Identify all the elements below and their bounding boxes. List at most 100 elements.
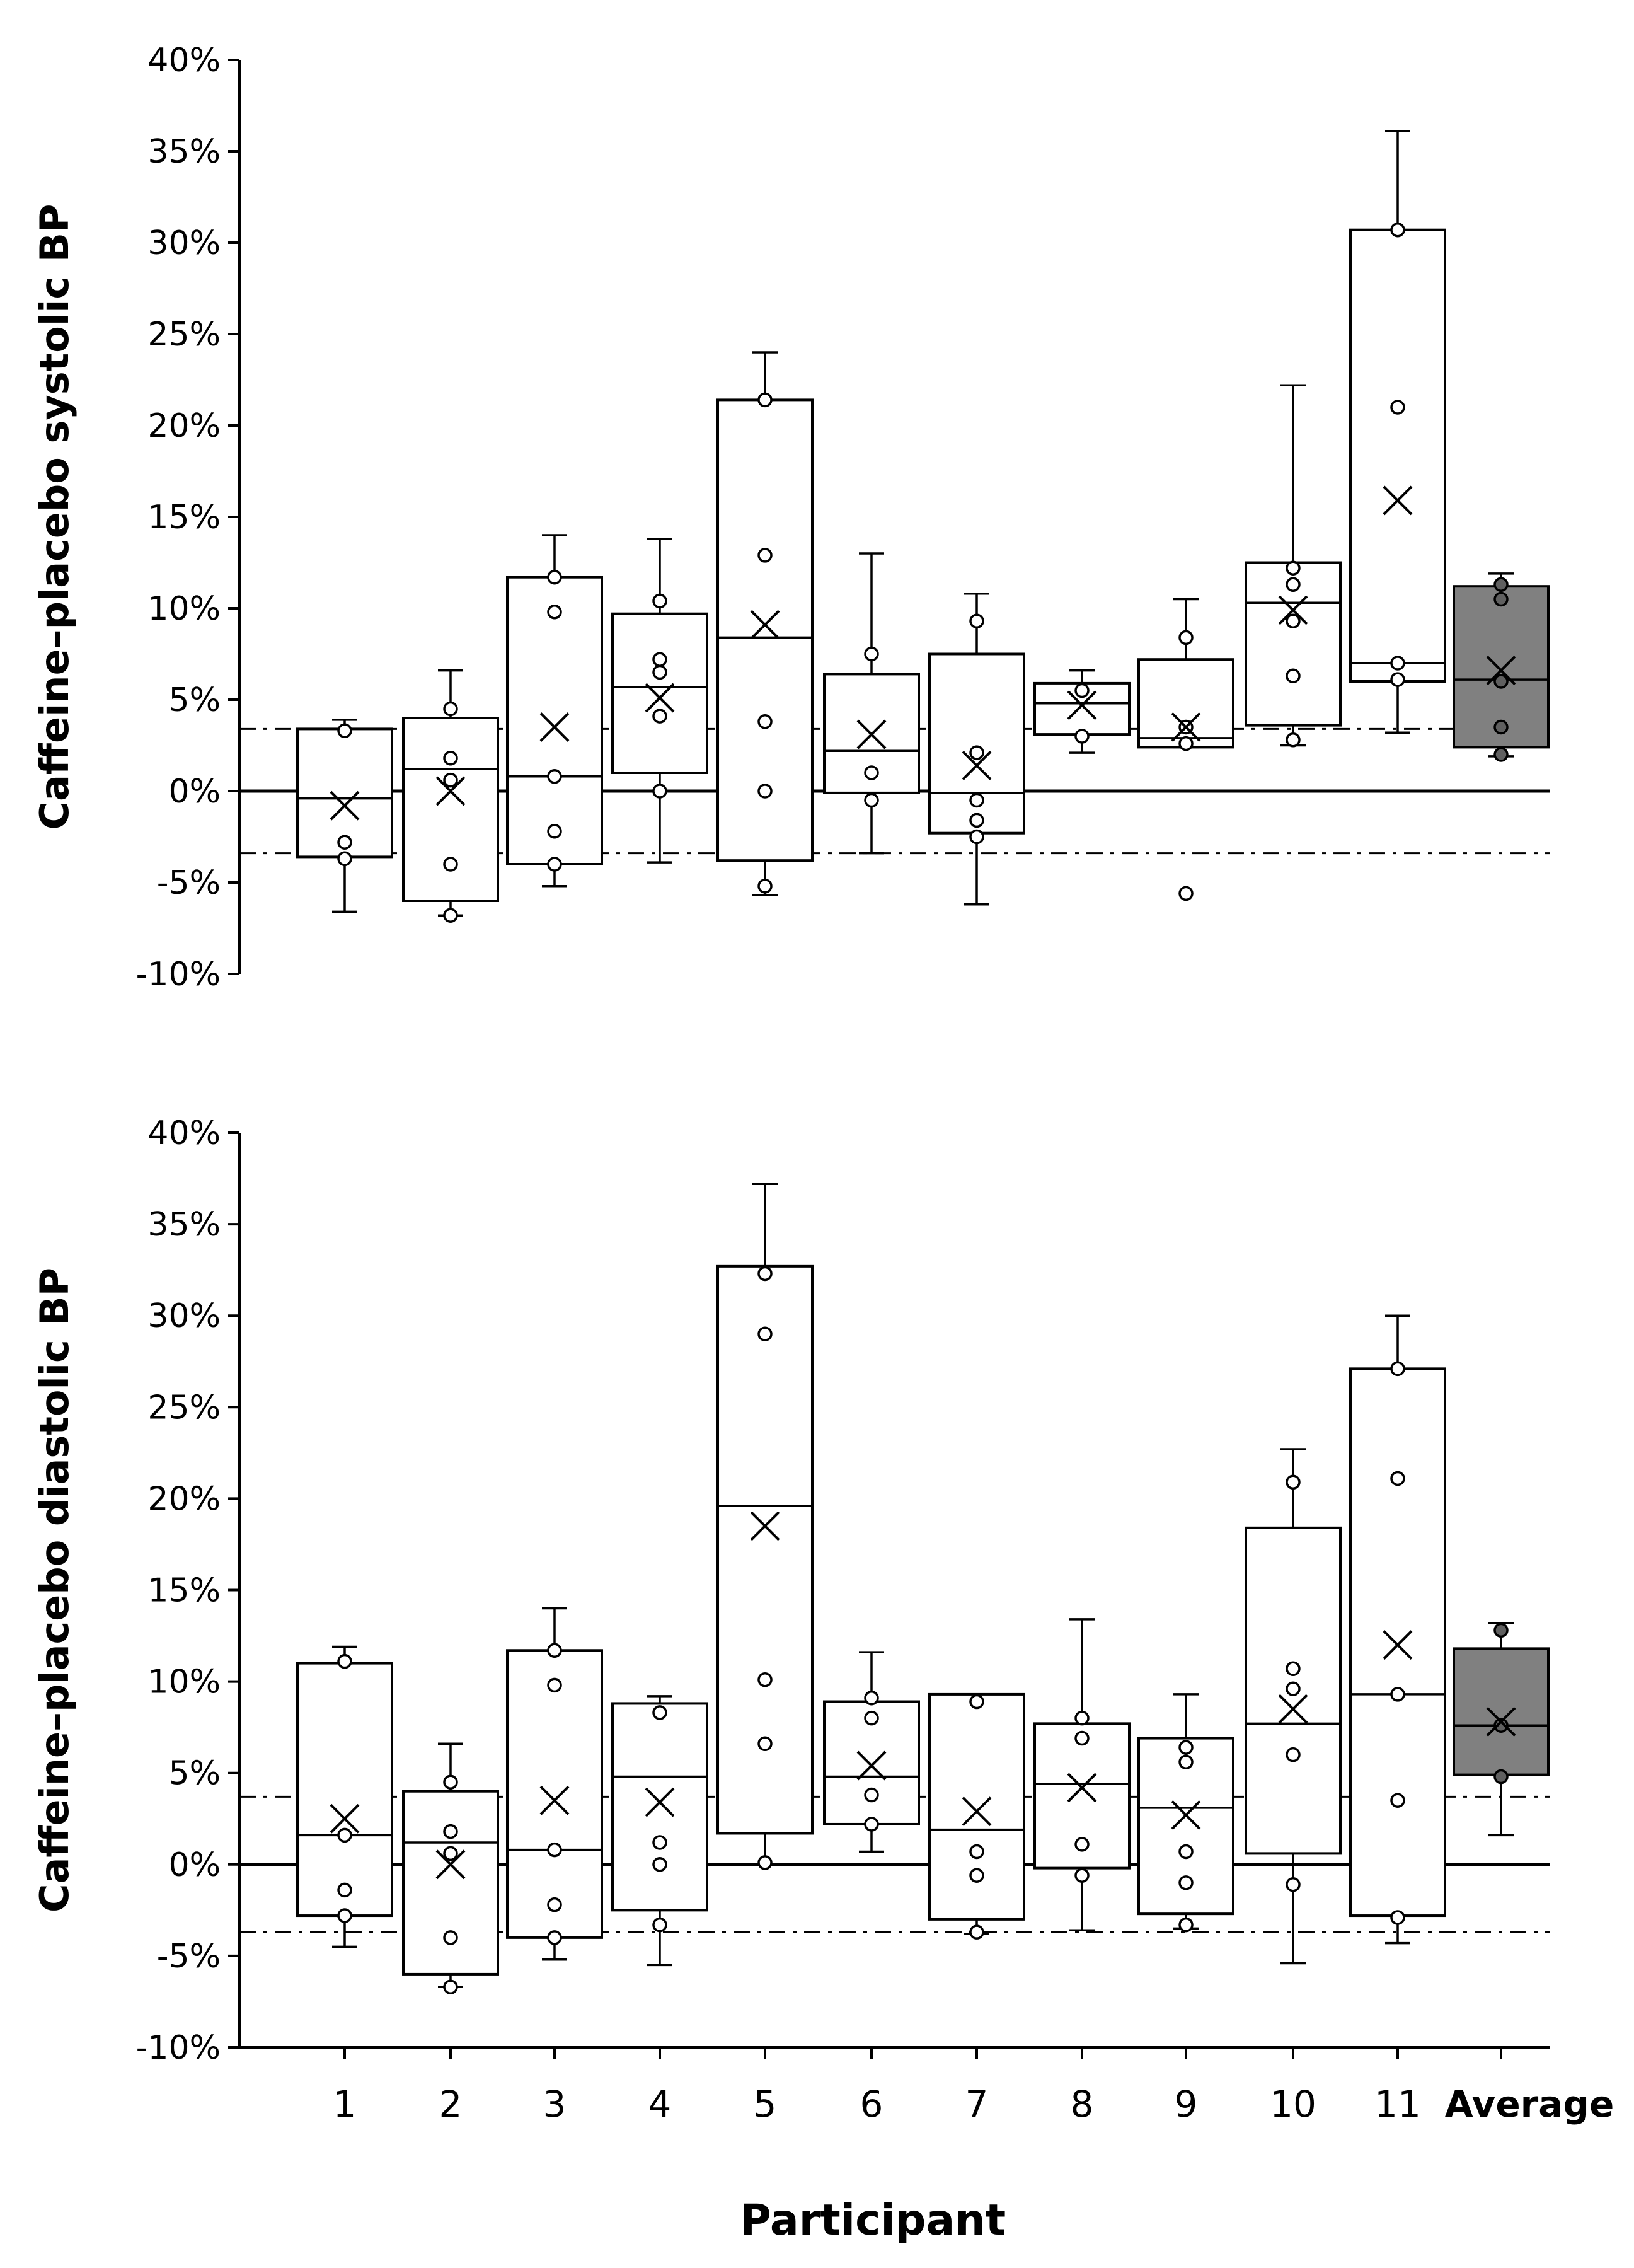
data-point	[757, 784, 773, 799]
data-point	[547, 1897, 562, 1912]
data-point	[1286, 1877, 1301, 1892]
data-point	[757, 879, 773, 894]
box-Average	[1453, 1621, 1550, 1837]
y-tick-label: 5%	[169, 1755, 221, 1793]
data-point	[1493, 1623, 1509, 1638]
diastolic-bp-panel: 40% 35% 30% 25% 20% 15% 10% 5% 0% -5% -10% Caffeine…	[32, 1114, 1614, 2126]
data-point	[1178, 1754, 1194, 1770]
data-point	[864, 1817, 879, 1832]
data-point	[443, 701, 458, 717]
data-point	[652, 1705, 667, 1720]
x-tick-label: 8	[1071, 2083, 1094, 2126]
x-tick-label: Average	[1445, 2083, 1614, 2126]
data-point	[443, 1846, 458, 1861]
data-point	[1178, 1917, 1194, 1933]
data-point	[1390, 400, 1405, 415]
data-point	[443, 1774, 458, 1790]
box-6	[823, 552, 920, 855]
mean-marker	[1171, 712, 1201, 742]
data-point	[1390, 656, 1405, 671]
data-point	[757, 1266, 773, 1282]
mean-marker	[856, 1750, 887, 1781]
data-point	[1286, 577, 1301, 593]
y-tick-label: 20%	[147, 407, 221, 445]
box-iqr	[1349, 1367, 1446, 1918]
mean-marker	[645, 683, 675, 713]
mean-marker	[1278, 1694, 1308, 1724]
data-point	[547, 569, 562, 585]
data-point	[969, 1694, 984, 1710]
data-point	[1286, 668, 1301, 684]
data-point	[757, 392, 773, 408]
box-3	[506, 534, 603, 888]
box-iqr	[611, 612, 708, 775]
data-point	[443, 1930, 458, 1945]
data-point	[337, 1908, 352, 1923]
data-point	[757, 1326, 773, 1341]
y-tick-label: -10%	[136, 2029, 221, 2067]
data-point	[1074, 1868, 1090, 1883]
box-iqr	[296, 1662, 393, 1918]
data-point	[969, 613, 984, 629]
data-point	[1286, 613, 1301, 629]
y-tick-label: 35%	[147, 133, 221, 171]
box-2	[402, 669, 499, 923]
box-3	[506, 1607, 603, 1961]
data-point	[1286, 1661, 1301, 1677]
y-tick-label: 25%	[147, 1389, 221, 1426]
mean-marker	[1383, 1630, 1413, 1660]
data-point	[652, 784, 667, 799]
data-point	[864, 1690, 879, 1706]
x-tick-label: 6	[860, 2083, 883, 2126]
data-point	[547, 1930, 562, 1945]
mean-marker	[435, 776, 466, 806]
box-9	[1137, 598, 1234, 901]
data-point	[652, 709, 667, 724]
data-point	[1390, 672, 1405, 687]
data-point	[757, 548, 773, 563]
box-iqr	[402, 717, 499, 902]
y-tick-label: 0%	[169, 1846, 221, 1884]
x-tick-label: 10	[1270, 2083, 1316, 2126]
data-point	[547, 1643, 562, 1658]
data-point	[1493, 747, 1509, 762]
data-point	[1074, 1837, 1090, 1852]
mean-marker	[539, 712, 570, 742]
box-10	[1245, 1448, 1342, 1965]
data-point	[1286, 1747, 1301, 1762]
data-point	[864, 1787, 879, 1803]
data-point	[1286, 1681, 1301, 1696]
data-point	[652, 1917, 667, 1933]
mean-marker	[330, 1803, 360, 1834]
data-point	[1493, 1718, 1509, 1733]
box-7	[928, 1692, 1025, 1940]
data-point	[1286, 732, 1301, 748]
data-point	[443, 908, 458, 923]
data-point	[1493, 674, 1509, 689]
data-point	[1178, 630, 1194, 645]
data-point	[969, 829, 984, 845]
data-point	[337, 1653, 352, 1669]
data-point	[757, 1736, 773, 1752]
data-point	[1178, 1875, 1194, 1890]
data-point	[1286, 1474, 1301, 1490]
data-point	[443, 1979, 458, 1994]
box-5	[716, 1183, 814, 1870]
box-iqr	[506, 576, 603, 865]
x-tick-label: 2	[439, 2083, 463, 2126]
mean-marker	[1486, 656, 1516, 686]
mean-marker	[435, 1849, 466, 1880]
y-tick-label: 30%	[147, 224, 221, 262]
data-point	[652, 664, 667, 680]
data-point	[1390, 222, 1405, 238]
data-point	[547, 769, 562, 784]
data-point	[1390, 1687, 1405, 1702]
mean-marker	[750, 1511, 780, 1541]
mean-marker	[1067, 690, 1097, 720]
box-8	[1033, 1618, 1131, 1932]
y-tick-label: 15%	[147, 1572, 221, 1610]
data-point	[1493, 591, 1509, 607]
data-point	[443, 1824, 458, 1839]
y-tick-label: 30%	[147, 1297, 221, 1335]
